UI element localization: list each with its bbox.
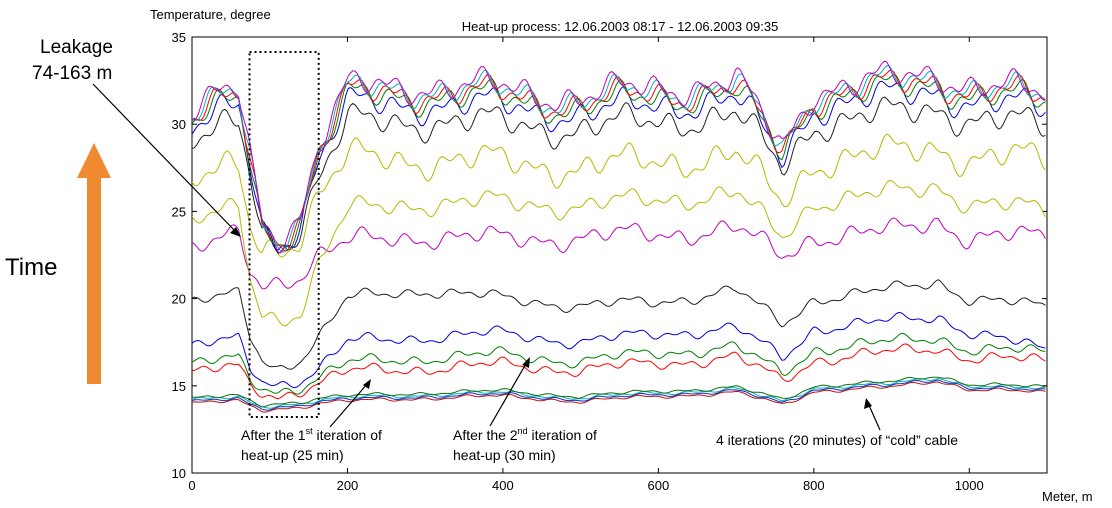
iteration2-annotation: After the 2nd iteration of heat-up (30 m… xyxy=(453,426,601,463)
chart-title: Heat-up process: 12.06.2003 08:17 - 12.0… xyxy=(462,19,779,34)
x-axis-label: Meter, m xyxy=(1042,489,1093,504)
series-line xyxy=(192,376,1046,408)
series-lines xyxy=(192,60,1046,413)
leakage-arrowhead xyxy=(230,227,241,237)
series-line xyxy=(192,381,1046,413)
y-tick-label: 30 xyxy=(172,117,186,132)
series-line xyxy=(192,133,1046,258)
series-line xyxy=(192,279,1046,370)
iteration2-pointer xyxy=(489,361,528,427)
y-tick-label: 20 xyxy=(172,292,186,307)
x-tick-label: 600 xyxy=(648,478,670,493)
iteration1-pointer xyxy=(329,382,369,428)
y-tick-label: 35 xyxy=(172,30,186,45)
iteration2-arrowhead xyxy=(522,357,530,368)
plot-area xyxy=(191,36,1048,474)
leakage-region-box xyxy=(248,51,320,418)
series-line xyxy=(192,65,1046,253)
x-tick-label: 800 xyxy=(803,478,825,493)
time-label: Time xyxy=(5,254,57,281)
leakage-pointer xyxy=(92,83,237,233)
iteration1-annotation: After the 1st iteration of heat-up (25 m… xyxy=(241,426,386,463)
series-line xyxy=(192,379,1046,411)
iteration1-arrowhead xyxy=(363,379,371,389)
cold-cable-arrowhead xyxy=(864,398,872,409)
x-tick-label: 200 xyxy=(337,478,359,493)
time-arrow xyxy=(77,143,111,384)
series-line xyxy=(192,332,1046,395)
leakage-annotation: Leakage 74-163 m xyxy=(32,37,118,84)
y-tick-label: 25 xyxy=(172,204,186,219)
cold-cable-annotation: 4 iterations (20 minutes) of “cold” cabl… xyxy=(716,432,958,448)
cold-cable-pointer xyxy=(867,402,881,431)
y-tick-label: 10 xyxy=(172,466,186,481)
series-line xyxy=(192,96,1046,255)
series-line xyxy=(192,60,1046,254)
series-line xyxy=(192,311,1046,389)
series-line xyxy=(192,179,1046,327)
axis-ticks: 0 200 400 600 800 1000 10 15 20 25 30 35 xyxy=(172,30,1047,493)
y-axis-label: Temperature, degree xyxy=(150,7,271,22)
series-line xyxy=(192,377,1046,409)
x-tick-label: 400 xyxy=(492,478,514,493)
x-tick-label: 1000 xyxy=(955,478,984,493)
series-line xyxy=(192,343,1046,400)
series-line xyxy=(192,217,1046,290)
series-line xyxy=(192,69,1046,252)
x-tick-label: 0 xyxy=(188,478,195,493)
y-tick-label: 15 xyxy=(172,379,186,394)
